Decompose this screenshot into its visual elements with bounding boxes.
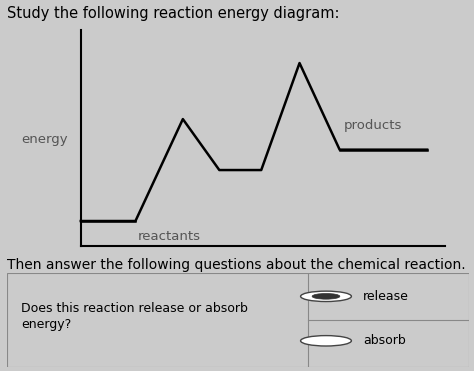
Circle shape <box>301 336 351 346</box>
Text: Then answer the following questions about the chemical reaction.: Then answer the following questions abou… <box>7 258 466 272</box>
Text: release: release <box>363 290 409 303</box>
Text: Study the following reaction energy diagram:: Study the following reaction energy diag… <box>7 6 339 20</box>
Text: reactants: reactants <box>137 230 201 243</box>
Text: products: products <box>343 119 401 132</box>
Text: Does this reaction release or absorb: Does this reaction release or absorb <box>21 302 248 315</box>
Text: energy: energy <box>21 133 68 146</box>
Text: absorb: absorb <box>363 334 406 347</box>
Text: energy?: energy? <box>21 318 71 331</box>
Circle shape <box>301 291 351 302</box>
Circle shape <box>312 293 340 299</box>
